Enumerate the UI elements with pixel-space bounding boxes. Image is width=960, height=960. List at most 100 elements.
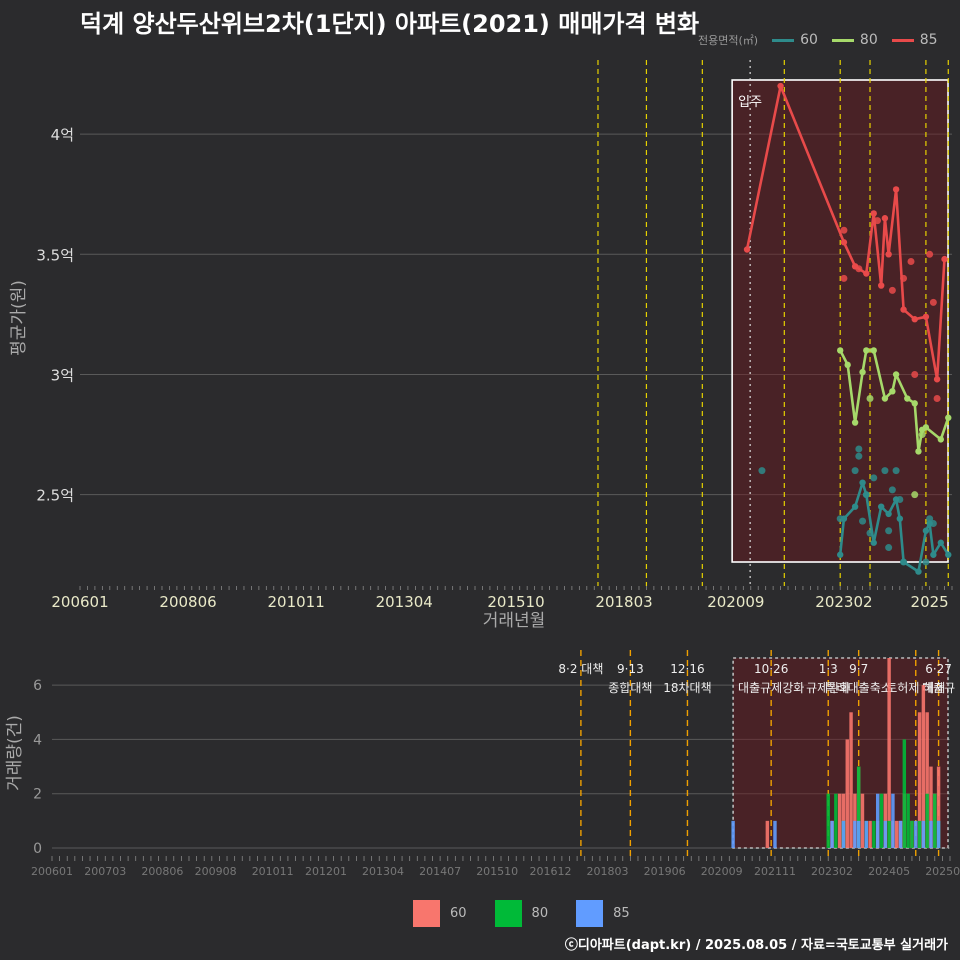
- volume-y-tick-label: 4: [33, 732, 42, 748]
- volume-bar-80: [826, 793, 830, 848]
- legend-bar-label-85: 85: [613, 906, 630, 921]
- price-point-80: [911, 491, 919, 499]
- volume-bar-60: [860, 793, 865, 848]
- volume-x-tick-label: 202508: [925, 865, 960, 878]
- price-line-point-85: [777, 82, 784, 90]
- policy-label-date: 9·7: [849, 662, 868, 676]
- volume-bar-60: [868, 820, 872, 848]
- price-point-60: [855, 452, 863, 460]
- price-y-axis-title: 평균가(원): [9, 280, 29, 356]
- price-line-point-60: [877, 503, 885, 510]
- policy-label-name: 규제완화: [806, 681, 850, 695]
- price-line-point-80: [881, 395, 889, 402]
- policy-label-name: 18차대책: [663, 680, 711, 695]
- policy-label-date: 12·16: [670, 662, 704, 676]
- volume-x-tick-label: 201201: [305, 865, 347, 878]
- price-line-point-60: [915, 568, 922, 575]
- legend-line-80: [831, 38, 854, 42]
- volume-bar-80: [906, 793, 910, 848]
- price-x-tick-label: 200806: [159, 593, 216, 611]
- price-line-point-60: [926, 520, 933, 527]
- volume-bar-85: [891, 793, 895, 848]
- volume-bar-60: [845, 739, 849, 848]
- legend-swatch-80: [494, 900, 522, 927]
- legend-line-60: [772, 38, 795, 42]
- price-point-85: [933, 395, 941, 403]
- price-point-60: [888, 486, 896, 494]
- price-x-tick-label: 201803: [595, 593, 652, 611]
- volume-bar-85: [898, 820, 903, 848]
- volume-x-tick-label: 201906: [644, 865, 686, 878]
- price-point-60: [859, 517, 867, 525]
- volume-x-tick-label: 200601: [31, 865, 73, 878]
- price-point-60: [881, 467, 889, 475]
- price-line-point-85: [881, 215, 889, 222]
- volume-legend: 60 80 85: [413, 900, 658, 927]
- price-line-point-80: [911, 400, 918, 407]
- volume-bar-85: [830, 820, 834, 848]
- volume-x-tick-label: 201304: [362, 865, 404, 878]
- price-x-tick-label: 202302: [815, 593, 872, 611]
- volume-y-tick-label: 0: [33, 841, 42, 857]
- price-line-point-80: [922, 424, 930, 431]
- price-line-point-85: [941, 255, 948, 263]
- price-line-point-60: [945, 551, 952, 558]
- price-line-point-60: [851, 503, 859, 510]
- price-line-point-60: [870, 539, 877, 546]
- volume-bar-85: [853, 820, 857, 848]
- volume-bar-60: [921, 685, 926, 848]
- price-point-60: [855, 445, 863, 453]
- legend-bar-label-80: 80: [531, 906, 549, 921]
- volume-bar-80: [925, 793, 929, 848]
- volume-bar-85: [856, 820, 861, 848]
- price-line-point-80: [892, 371, 900, 378]
- legend-label-80: 80: [859, 32, 878, 48]
- volume-x-tick-label: 201510: [476, 865, 518, 878]
- price-line-point-85: [851, 263, 859, 270]
- volume-bar-80: [872, 820, 876, 848]
- volume-x-tick-label: 202111: [754, 865, 796, 878]
- price-line-point-80: [851, 419, 859, 426]
- price-line-point-80: [937, 436, 945, 443]
- price-y-tick-label: 4억: [51, 126, 74, 144]
- price-point-60: [926, 515, 934, 523]
- legend-swatch-85: [576, 900, 604, 927]
- volume-bar-60: [837, 793, 842, 848]
- volume-x-tick-label: 201407: [419, 865, 461, 878]
- volume-bar-60: [765, 820, 770, 848]
- price-line-point-80: [889, 388, 896, 395]
- price-line-point-60: [837, 551, 844, 558]
- price-line-point-80: [915, 448, 922, 455]
- volume-x-tick-label: 200908: [195, 865, 237, 878]
- volume-bar-80: [834, 793, 838, 848]
- price-line-point-60: [840, 515, 848, 522]
- price-line-point-60: [896, 515, 904, 522]
- volume-bar-85: [875, 793, 880, 848]
- price-point-60: [851, 467, 859, 475]
- policy-label-date: 6·27: [925, 662, 952, 676]
- volume-x-tick-label: 201011: [252, 865, 294, 878]
- volume-bar-85: [883, 820, 888, 848]
- volume-bar-85: [773, 820, 777, 848]
- source-credit: ⓒ디아파트(dapt.kr) / 2025.08.05 / 자료=국토교통부 실…: [564, 938, 948, 953]
- volume-x-tick-label: 202302: [811, 865, 853, 878]
- volume-bar-85: [914, 820, 918, 848]
- price-x-axis-title: 거래년월: [483, 611, 546, 631]
- price-point-85: [840, 226, 848, 234]
- volume-bar-85: [936, 820, 941, 848]
- price-x-tick-label: 202009: [707, 593, 764, 611]
- policy-label-name: 대출규: [922, 681, 955, 695]
- price-line-point-85: [840, 239, 848, 246]
- volume-bar-85: [929, 820, 933, 848]
- price-point-85: [926, 250, 934, 258]
- size-legend: 전용면적(㎡) 60 80 85: [698, 32, 938, 48]
- volume-bar-80: [910, 820, 914, 848]
- legend-title: 전용면적(㎡): [698, 34, 759, 47]
- price-line-point-60: [900, 558, 907, 566]
- price-point-60: [870, 474, 878, 482]
- chart-title: 덕계 양산두산위브2차(1단지) 아파트(2021) 매매가격 변화: [80, 10, 700, 38]
- volume-x-tick-label: 200703: [84, 865, 126, 878]
- volume-bar-60: [936, 766, 941, 848]
- price-point-60: [922, 558, 930, 566]
- price-line-point-60: [937, 539, 945, 546]
